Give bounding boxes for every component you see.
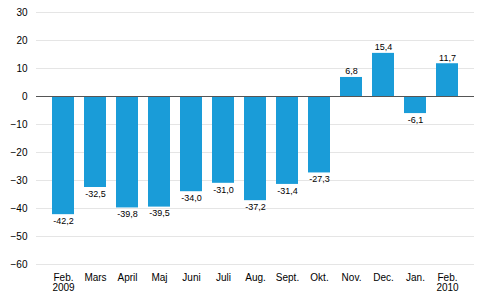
svg-text:30: 30: [16, 7, 28, 18]
svg-text:Sept.: Sept.: [276, 272, 299, 283]
svg-text:0: 0: [22, 91, 28, 102]
svg-text:11,7: 11,7: [439, 53, 456, 63]
svg-text:-42,2: -42,2: [53, 216, 74, 226]
svg-text:-32,5: -32,5: [85, 189, 106, 199]
svg-text:20: 20: [16, 35, 28, 46]
svg-text:−10: −10: [11, 119, 28, 130]
svg-text:Mars: Mars: [84, 272, 106, 283]
svg-text:Juni: Juni: [182, 272, 200, 283]
svg-text:-37,2: -37,2: [245, 202, 266, 212]
svg-text:−30: −30: [11, 175, 28, 186]
svg-text:-6,1: -6,1: [408, 115, 424, 125]
svg-text:−40: −40: [11, 203, 28, 214]
svg-text:−20: −20: [11, 147, 28, 158]
svg-text:-39,5: -39,5: [149, 208, 170, 218]
svg-text:-31,4: -31,4: [277, 186, 298, 196]
svg-text:6,8: 6,8: [345, 66, 358, 76]
svg-text:10: 10: [16, 63, 28, 74]
svg-text:Feb.2009: Feb.2009: [52, 272, 75, 293]
svg-text:-39,8: -39,8: [117, 209, 138, 219]
svg-text:−60: −60: [11, 259, 28, 270]
svg-text:Jan.: Jan.: [406, 272, 425, 283]
svg-text:-31,0: -31,0: [213, 185, 234, 195]
svg-text:15,4: 15,4: [375, 42, 393, 52]
svg-text:Maj: Maj: [151, 272, 167, 283]
svg-text:Nov.: Nov.: [342, 272, 362, 283]
svg-text:Aug.: Aug.: [245, 272, 266, 283]
svg-text:Juli: Juli: [216, 272, 231, 283]
svg-text:Okt.: Okt.: [310, 272, 328, 283]
svg-text:Dec.: Dec.: [373, 272, 394, 283]
svg-text:−50: −50: [11, 231, 28, 242]
svg-text:-34,0: -34,0: [181, 193, 202, 203]
svg-text:April: April: [117, 272, 137, 283]
svg-text:Feb.2010: Feb.2010: [436, 272, 459, 293]
svg-text:-27,3: -27,3: [309, 174, 330, 184]
